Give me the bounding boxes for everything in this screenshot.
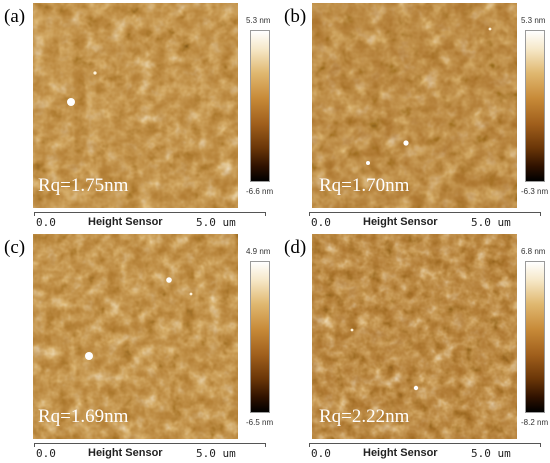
rq-label: Rq=2.22nm [319, 406, 410, 427]
scale-max-label: 4.9 nm [246, 247, 271, 256]
height-color-scale-bar [250, 30, 270, 182]
axis-end-label: 5.0 um [471, 216, 511, 229]
particle [85, 352, 93, 360]
scale-min-label: -6.3 nm [521, 187, 549, 196]
axis-start-label: 0.0 [311, 216, 331, 229]
scale-min-label: -6.5 nm [246, 418, 274, 427]
scan-axis-line [309, 212, 541, 213]
axis-tick [540, 212, 541, 216]
axis-start-label: 0.0 [36, 216, 56, 229]
particle [488, 27, 492, 31]
afm-panel-c: (c) Rq=1.69nm 4.9 nm -6.5 nm 0.0 Height … [0, 231, 275, 462]
afm-height-image [33, 234, 238, 439]
rq-label: Rq=1.75nm [38, 175, 129, 196]
particle [403, 140, 409, 146]
axis-title: Height Sensor [363, 216, 438, 228]
axis-tick [265, 443, 266, 447]
afm-panel-b: (b) Rq=1.70nm 5.3 nm -6.3 nm 0.0 Height … [275, 0, 550, 231]
particle [413, 385, 419, 391]
afm-height-image [312, 3, 517, 208]
axis-tick [34, 443, 35, 447]
particle [189, 292, 193, 296]
scale-min-label: -8.2 nm [521, 418, 549, 427]
panel-letter: (b) [284, 6, 307, 27]
afm-height-image [312, 234, 517, 439]
axis-title: Height Sensor [88, 216, 163, 228]
particle [93, 71, 97, 75]
afm-panel-d: (d) Rq=2.22nm 6.8 nm -8.2 nm 0.0 Height … [275, 231, 550, 462]
axis-start-label: 0.0 [311, 447, 331, 460]
axis-title: Height Sensor [88, 447, 163, 459]
axis-end-label: 5.0 um [471, 447, 511, 460]
axis-tick [309, 212, 310, 216]
particle [366, 161, 370, 165]
panel-letter: (d) [284, 237, 307, 258]
particle [350, 328, 354, 332]
afm-panel-a: (a) Rq=1.75nm 5.3 nm -6.6 nm 0.0 Height … [0, 0, 275, 231]
scan-axis-line [34, 212, 266, 213]
axis-title: Height Sensor [363, 447, 438, 459]
rq-label: Rq=1.69nm [38, 406, 129, 427]
scale-max-label: 6.8 nm [521, 247, 546, 256]
axis-end-label: 5.0 um [196, 216, 236, 229]
particle [166, 277, 172, 283]
scan-axis-line [309, 443, 541, 444]
scale-min-label: -6.6 nm [246, 187, 274, 196]
particle [67, 98, 75, 106]
afm-height-image [33, 3, 238, 208]
axis-tick [309, 443, 310, 447]
rq-label: Rq=1.70nm [319, 175, 410, 196]
panel-letter: (a) [4, 6, 26, 27]
scan-axis-line [34, 443, 266, 444]
height-color-scale-bar [525, 30, 545, 182]
scale-max-label: 5.3 nm [246, 16, 271, 25]
height-color-scale-bar [250, 261, 270, 413]
panel-letter: (c) [4, 237, 26, 258]
axis-end-label: 5.0 um [196, 447, 236, 460]
height-color-scale-bar [525, 261, 545, 413]
axis-tick [265, 212, 266, 216]
scale-max-label: 5.3 nm [521, 16, 546, 25]
axis-tick [540, 443, 541, 447]
axis-start-label: 0.0 [36, 447, 56, 460]
axis-tick [34, 212, 35, 216]
